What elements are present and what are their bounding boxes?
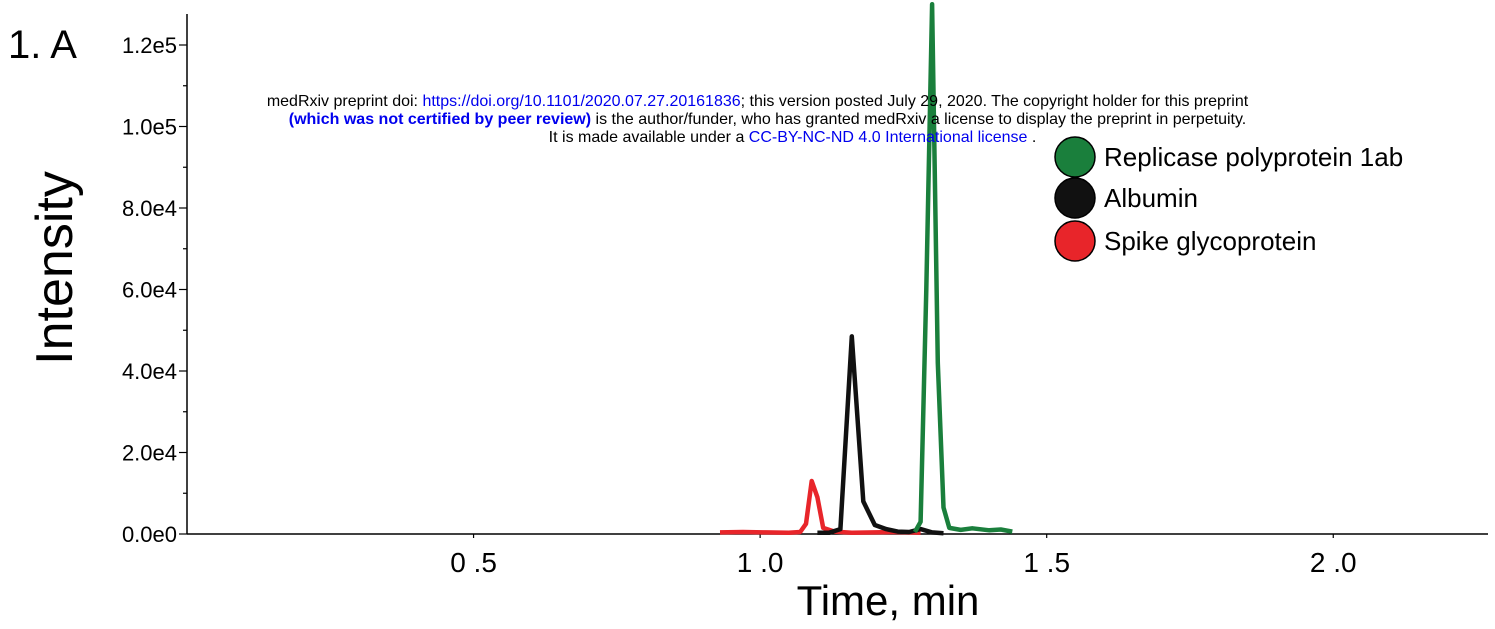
legend-label: Spike glycoprotein [1104, 226, 1316, 256]
legend-swatch [1054, 136, 1096, 178]
y-tick-label: 8.0e4 [122, 196, 177, 221]
series-line-albumin [817, 334, 944, 536]
panel-label: 1. A [8, 23, 77, 67]
y-tick-label: 2.0e4 [122, 441, 177, 466]
x-axis-title: Time, min [797, 577, 980, 624]
y-tick-label: 4.0e4 [122, 359, 177, 384]
x-tick-label: 2 .0 [1310, 547, 1357, 578]
legend: Replicase polyprotein 1ab Albumin Spike gl… [1054, 136, 1403, 262]
x-tick-label: 1 .0 [737, 547, 784, 578]
y-tick-label: 0.0e0 [122, 522, 177, 547]
series-lines [719, 2, 1013, 536]
license-link[interactable]: CC-BY-NC-ND 4.0 International license [748, 129, 1028, 146]
series-line-replicase-polyprotein-1ab [912, 2, 1013, 534]
doi-link[interactable]: https://doi.org/10.1101/2020.07.27.20161… [422, 93, 741, 110]
y-axis-title: Intensity [26, 171, 84, 365]
series-line-spike-glycoprotein [719, 478, 921, 536]
notice-line-1: medRxiv preprint doi: https://doi.org/10… [0, 93, 1495, 111]
legend-swatch [1054, 220, 1096, 262]
notice-line-2: (which was not certified by peer review)… [0, 111, 1495, 129]
notice-line2-suffix: is the author/funder, who has granted me… [591, 111, 1247, 128]
preprint-notice: medRxiv preprint doi: https://doi.org/10… [0, 93, 1495, 147]
axes [186, 14, 1488, 535]
y-tick-label: 1.0e5 [122, 115, 177, 140]
notice-line1-prefix: medRxiv preprint doi: [266, 93, 423, 110]
notice-line3-prefix: It is made available under a [548, 129, 749, 146]
legend-label: Albumin [1104, 183, 1198, 213]
notice-line1-suffix: ; this version posted July 29, 2020. The… [740, 93, 1249, 110]
legend-swatch [1054, 177, 1096, 219]
y-ticks: 0.0e0 2.0e4 4.0e4 6.0e4 8.0e4 1.0e5 1.2e5 [122, 33, 187, 547]
x-tick-label: 0 .5 [450, 547, 497, 578]
x-ticks: 0 .5 1 .0 1 .5 2 .0 [450, 534, 1357, 578]
notice-line3-suffix: . [1027, 129, 1037, 146]
peer-review-note: (which was not certified by peer review) [288, 111, 592, 128]
x-tick-label: 1 .5 [1023, 547, 1070, 578]
y-tick-label: 1.2e5 [122, 33, 177, 58]
legend-label: Replicase polyprotein 1ab [1104, 142, 1403, 172]
y-tick-label: 6.0e4 [122, 278, 177, 303]
notice-line-3: It is made available under a CC-BY-NC-ND… [0, 129, 1495, 147]
